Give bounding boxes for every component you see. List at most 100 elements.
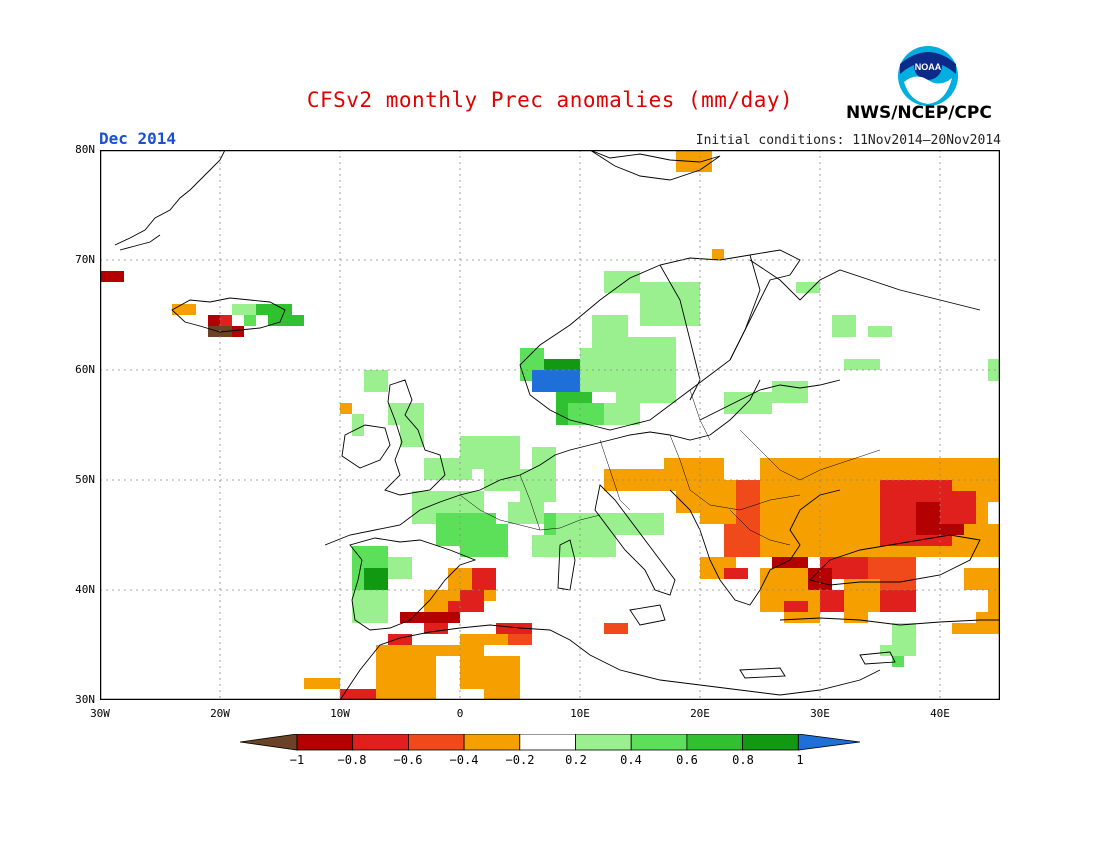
anomaly-cell (724, 513, 736, 524)
anomaly-cell (688, 161, 700, 172)
colorbar-segment-p02 (575, 734, 632, 751)
anomaly-cell (112, 271, 124, 282)
anomaly-cell (844, 546, 856, 557)
anomaly-cell (460, 469, 472, 480)
anomaly-cell (904, 458, 916, 469)
anomaly-cell (604, 337, 616, 348)
anomaly-cell (352, 568, 364, 579)
anomaly-cell (412, 436, 424, 447)
anomaly-cell (748, 491, 760, 502)
lon-label-40e: 40E (930, 707, 950, 720)
anomaly-cell (436, 590, 448, 601)
anomaly-cell (508, 689, 520, 700)
anomaly-cell (868, 579, 880, 590)
anomaly-cell (484, 535, 496, 546)
anomaly-cell (496, 689, 508, 700)
anomaly-cell (628, 403, 640, 414)
anomaly-cell (400, 634, 412, 645)
forecast-month: Dec 2014 (99, 129, 177, 148)
anomaly-cell (784, 612, 796, 623)
anomaly-cell (712, 249, 724, 260)
anomaly-cell (796, 612, 808, 623)
anomaly-cell (376, 557, 388, 568)
anomaly-cell (292, 315, 304, 326)
anomaly-cell (592, 348, 604, 359)
anomaly-cell (772, 579, 784, 590)
anomaly-cell (892, 645, 904, 656)
anomaly-cell (712, 568, 724, 579)
anomaly-cell (748, 535, 760, 546)
anomaly-cell (508, 447, 520, 458)
anomaly-cell (808, 601, 820, 612)
anomaly-cell (976, 612, 988, 623)
anomaly-cell (892, 656, 904, 667)
anomaly-cell (844, 557, 856, 568)
anomaly-cell (556, 403, 568, 414)
anomaly-cell (544, 359, 556, 370)
anomaly-cell (424, 491, 436, 502)
anomaly-cell (904, 557, 916, 568)
colorbar-label-neg02: −0.2 (505, 753, 535, 767)
anomaly-cell (796, 546, 808, 557)
anomaly-cell (652, 513, 664, 524)
anomaly-cell (400, 403, 412, 414)
anomaly-cell (808, 568, 820, 579)
anomaly-cell (376, 678, 388, 689)
anomaly-cell (496, 436, 508, 447)
anomaly-cell (964, 491, 976, 502)
anomaly-cell (532, 535, 544, 546)
anomaly-cell (520, 502, 532, 513)
anomaly-cell (928, 502, 940, 513)
anomaly-cell (976, 579, 988, 590)
graticule (100, 150, 1000, 700)
anomaly-cell (808, 513, 820, 524)
anomaly-cell (868, 546, 880, 557)
map-border (100, 150, 1000, 700)
anomaly-cell (676, 491, 688, 502)
anomaly-cell (820, 590, 832, 601)
anomaly-cell (760, 568, 772, 579)
anomaly-cell (844, 491, 856, 502)
anomaly-cell (964, 623, 976, 634)
anomaly-cell (724, 502, 736, 513)
anomaly-cell (448, 645, 460, 656)
anomaly-cell (988, 623, 1000, 634)
anomaly-cell (400, 557, 412, 568)
anomaly-cell (772, 524, 784, 535)
anomaly-cell (520, 348, 532, 359)
anomaly-cell (796, 601, 808, 612)
colorbar-label-1: 1 (796, 753, 804, 767)
anomaly-cell (508, 513, 520, 524)
anomaly-cell (844, 458, 856, 469)
anomaly-cell (604, 381, 616, 392)
anomaly-cell (832, 326, 844, 337)
anomaly-cell (700, 513, 712, 524)
anomaly-cell (472, 678, 484, 689)
anomaly-cell (544, 469, 556, 480)
anomaly-cell (640, 524, 652, 535)
anomaly-cell (736, 491, 748, 502)
anomaly-cell (880, 502, 892, 513)
anomaly-cell (244, 304, 256, 315)
anomaly-cell (628, 414, 640, 425)
anomaly-cell (412, 502, 424, 513)
anomaly-cell (736, 513, 748, 524)
anomaly-cell (940, 458, 952, 469)
anomaly-cell (916, 513, 928, 524)
anomaly-cell (484, 513, 496, 524)
anomaly-cell (460, 546, 472, 557)
anomaly-cell (412, 414, 424, 425)
anomaly-cell (496, 458, 508, 469)
anomaly-cell (460, 579, 472, 590)
anomaly-cell (484, 579, 496, 590)
anomaly-cell (460, 513, 472, 524)
anomaly-cell (820, 524, 832, 535)
anomaly-cell (796, 502, 808, 513)
anomaly-cell (952, 458, 964, 469)
anomaly-cell (652, 337, 664, 348)
anomaly-cell (880, 535, 892, 546)
colorbar-segment-p08 (742, 734, 799, 751)
anomaly-cell (484, 590, 496, 601)
anomaly-cell (976, 623, 988, 634)
anomaly-cell (688, 480, 700, 491)
